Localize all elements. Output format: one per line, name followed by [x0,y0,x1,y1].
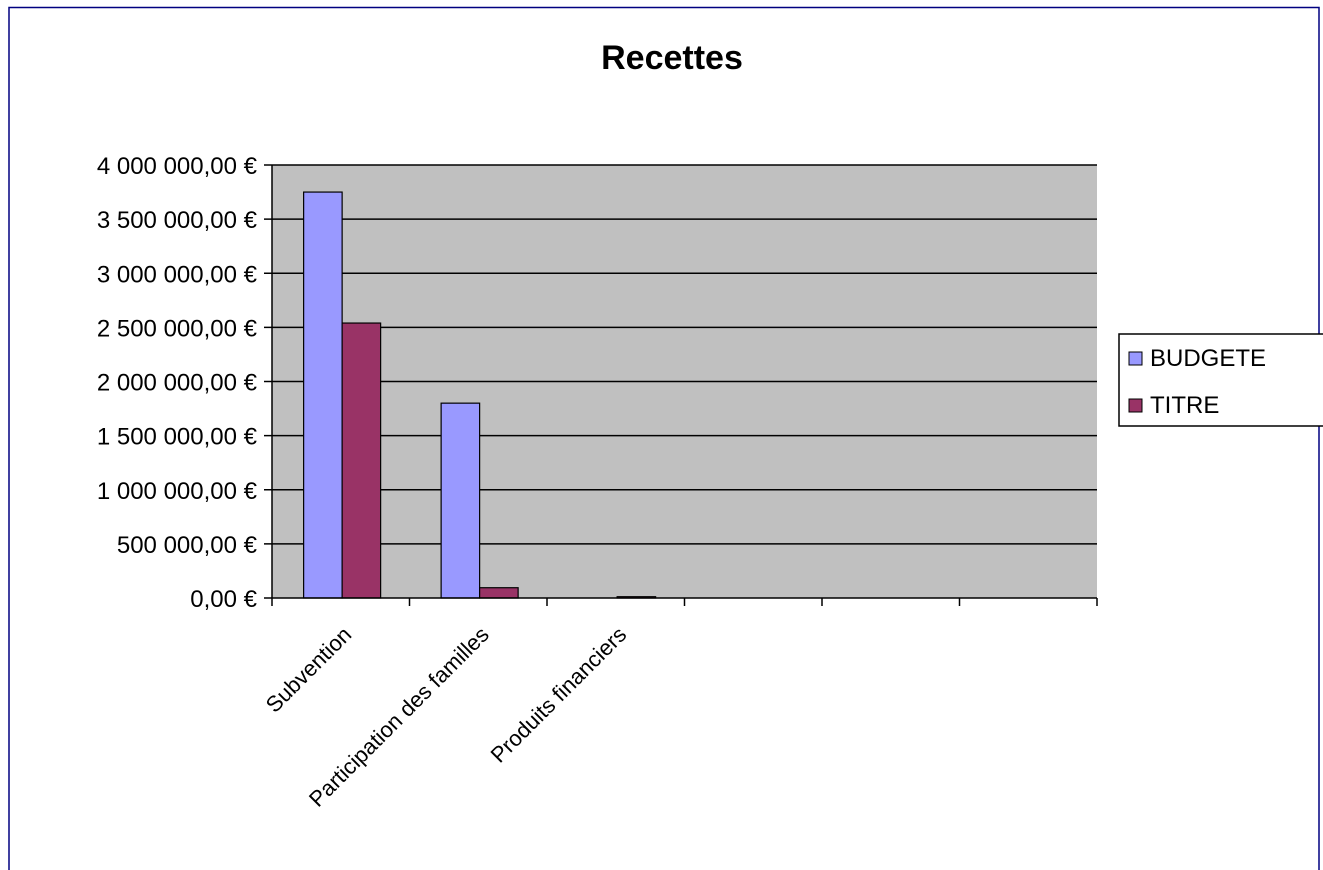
gridlines [272,164,1097,545]
legend-label-budgete: BUDGETE [1150,345,1266,372]
y-tick-label: 3 000 000,00 € [97,261,258,288]
y-tick-label: 1 500 000,00 € [97,424,258,451]
y-tick-label: 2 500 000,00 € [97,315,258,342]
y-tick-label: 1 000 000,00 € [97,478,258,505]
y-tick-label: 4 000 000,00 € [97,153,258,180]
bar-budgete-1 [440,402,481,599]
legend-label-titre: TITRE [1150,392,1219,419]
y-axis: 0,00 € 500 000,00 € 1 000 000,00 € 1 500 00… [97,153,273,613]
legend: BUDGETE TITRE [1118,333,1323,427]
bar-titre-1 [479,587,519,599]
y-tick-label: 0,00 € [190,586,257,613]
legend-box [1118,333,1323,427]
bars [303,191,657,599]
bar-budgete-0 [303,191,343,599]
y-tick-label: 2 000 000,00 € [97,370,258,397]
legend-swatch-budgete [1128,351,1143,366]
bar-titre-0 [341,322,382,599]
y-tick-label: 3 500 000,00 € [97,207,258,234]
y-tick-label: 500 000,00 € [117,532,258,559]
legend-swatch-titre [1128,398,1143,413]
chart-title: Recettes [601,39,743,77]
